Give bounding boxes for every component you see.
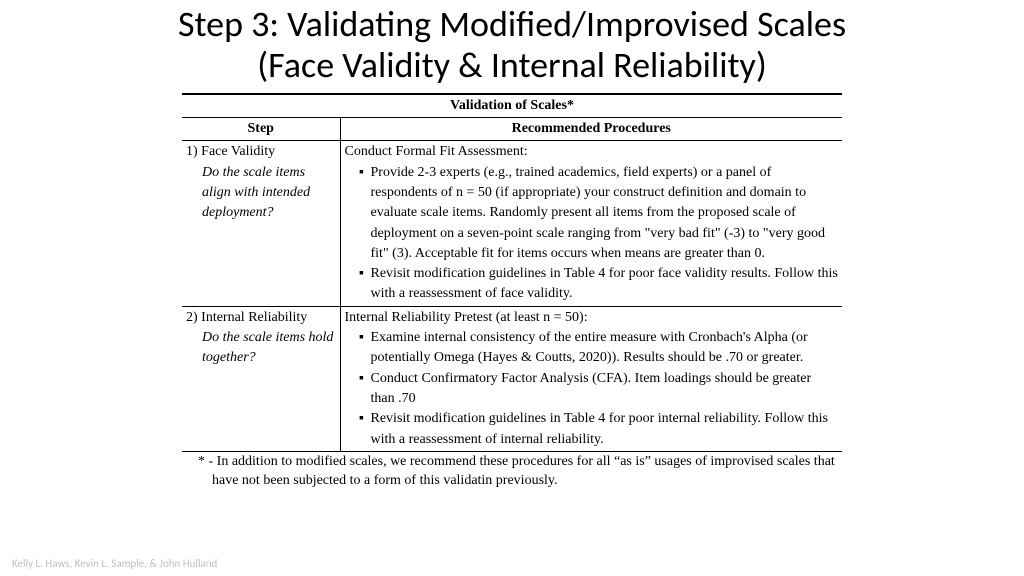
table-header-row: Step Recommended Procedures (182, 118, 842, 141)
bullet-text: Provide 2-3 experts (e.g., trained acade… (371, 163, 839, 264)
step-cell: 2) Internal Reliability Do the scale ite… (182, 306, 340, 451)
bullet-icon: ▪ (353, 409, 371, 450)
procedures-cell: Conduct Formal Fit Assessment: ▪ Provide… (340, 141, 842, 306)
bullet-icon: ▪ (353, 369, 371, 410)
footnote-text: * - In addition to modified scales, we r… (182, 453, 842, 491)
list-item: ▪ Revisit modification guidelines in Tab… (353, 264, 839, 305)
bullet-text: Conduct Confirmatory Factor Analysis (CF… (371, 369, 839, 410)
col-header-procedures: Recommended Procedures (340, 118, 842, 141)
table-footnote: * - In addition to modified scales, we r… (182, 453, 842, 491)
step-label: 2) Internal Reliability (186, 310, 307, 325)
table-row: 2) Internal Reliability Do the scale ite… (182, 306, 842, 451)
step-label: 1) Face Validity (186, 144, 275, 159)
col-header-step: Step (182, 118, 340, 141)
bullet-text: Examine internal consistency of the enti… (371, 328, 839, 369)
table: Validation of Scales* Step Recommended P… (182, 95, 842, 451)
step-question: Do the scale items hold together? (186, 328, 336, 369)
authors-footer: Kelly L. Haws, Kevin L. Sample, & John H… (12, 557, 217, 570)
step-cell: 1) Face Validity Do the scale items alig… (182, 141, 340, 306)
bullet-icon: ▪ (353, 264, 371, 305)
procedure-lead: Internal Reliability Pretest (at least n… (345, 308, 839, 328)
table-row: 1) Face Validity Do the scale items alig… (182, 141, 842, 306)
table-caption: Validation of Scales* (182, 95, 842, 118)
step-question: Do the scale items align with intended d… (186, 163, 336, 224)
table-caption-row: Validation of Scales* (182, 95, 842, 118)
validation-table: Validation of Scales* Step Recommended P… (182, 93, 842, 452)
bullet-list: ▪ Examine internal consistency of the en… (345, 328, 839, 450)
bullet-list: ▪ Provide 2-3 experts (e.g., trained aca… (345, 163, 839, 305)
bullet-text: Revisit modification guidelines in Table… (371, 409, 839, 450)
list-item: ▪ Examine internal consistency of the en… (353, 328, 839, 369)
list-item: ▪ Provide 2-3 experts (e.g., trained aca… (353, 163, 839, 264)
procedures-cell: Internal Reliability Pretest (at least n… (340, 306, 842, 451)
title-line-1: Step 3: Validating Modified/Improvised S… (178, 2, 846, 46)
bullet-icon: ▪ (353, 163, 371, 264)
slide-title: Step 3: Validating Modified/Improvised S… (0, 0, 1024, 93)
procedure-lead: Conduct Formal Fit Assessment: (345, 142, 839, 162)
bullet-text: Revisit modification guidelines in Table… (371, 264, 839, 305)
list-item: ▪ Revisit modification guidelines in Tab… (353, 409, 839, 450)
title-line-2: (Face Validity & Internal Reliability) (257, 43, 766, 87)
list-item: ▪ Conduct Confirmatory Factor Analysis (… (353, 369, 839, 410)
bullet-icon: ▪ (353, 328, 371, 369)
